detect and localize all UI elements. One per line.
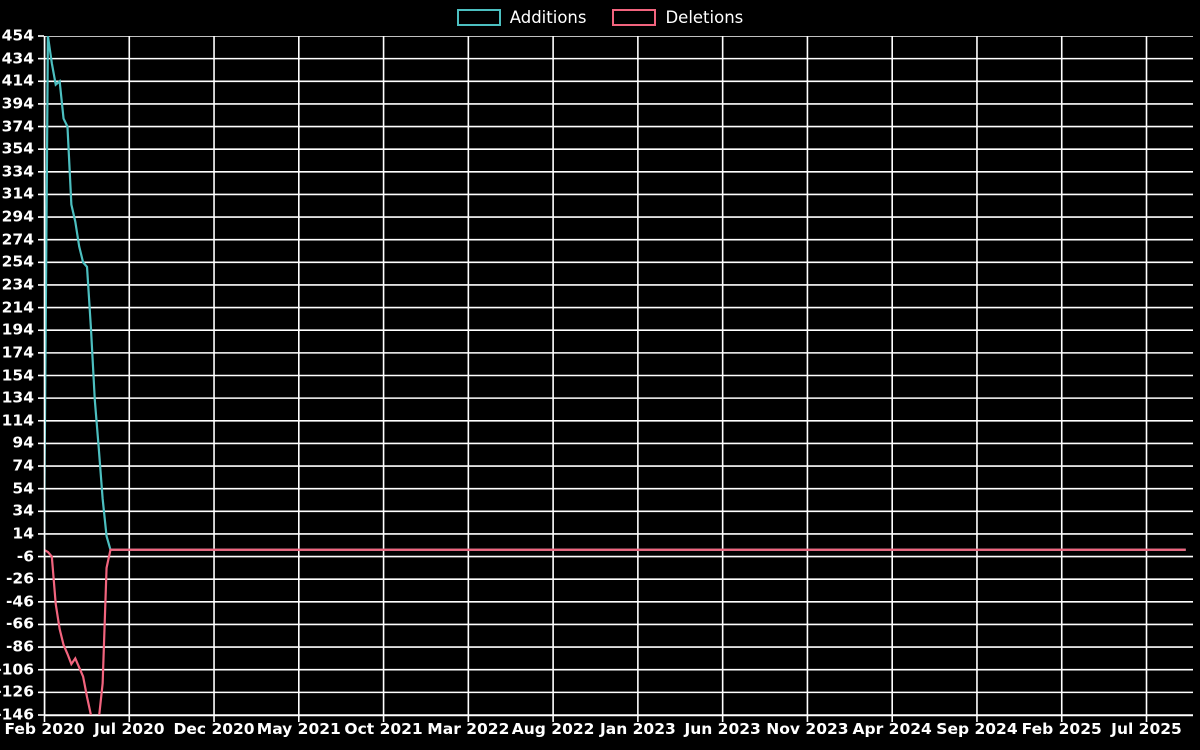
x-tick-label: Sep 2024 (936, 720, 1018, 738)
y-tick-label: 314 (1, 184, 34, 203)
x-tick-label: Apr 2024 (852, 720, 932, 738)
legend-label-additions: Additions (509, 7, 587, 27)
chart-legend: Additions Deletions (0, 0, 1200, 34)
y-tick-label: 254 (1, 252, 34, 271)
y-tick-label: -26 (5, 569, 34, 588)
y-tick-label: -146 (0, 705, 34, 724)
x-axis-tick-labels: Feb 2020 Jul 2020 Dec 2020 May 2021 Oct 2021… (0, 720, 1200, 750)
y-tick-label: 154 (1, 365, 34, 384)
y-tick-label: -86 (5, 637, 34, 656)
x-tick-label: Aug 2022 (511, 720, 595, 738)
x-tick-label: Oct 2021 (344, 720, 423, 738)
y-tick-label: 114 (1, 411, 34, 430)
x-tick-label: Jul 2025 (1111, 720, 1182, 738)
y-tick-label: 54 (12, 478, 34, 497)
x-tick-label: Feb 2025 (1021, 720, 1102, 738)
y-tick-label: -106 (0, 659, 34, 678)
legend-swatch-additions (456, 8, 501, 26)
y-tick-label: 374 (1, 116, 34, 135)
y-tick-label: 174 (1, 343, 34, 362)
y-tick-label: 354 (1, 139, 34, 158)
y-tick-label: 274 (1, 229, 34, 248)
y-tick-label: 134 (1, 388, 34, 407)
x-tick-label: Nov 2023 (766, 720, 849, 738)
y-tick-label: -66 (5, 614, 34, 633)
y-tick-label: -6 (16, 546, 34, 565)
grid-lines (44, 36, 1193, 715)
y-tick-label: 334 (1, 162, 34, 181)
y-tick-label: 234 (1, 275, 34, 294)
y-tick-label: -126 (0, 682, 34, 701)
y-tick-label: -46 (5, 592, 34, 611)
plot-area (44, 36, 1193, 715)
y-tick-label: 394 (1, 94, 34, 113)
legend-swatch-deletions (612, 8, 657, 26)
x-tick-label: Dec 2020 (173, 720, 255, 738)
y-tick-label: 194 (1, 320, 34, 339)
data-series (44, 36, 1186, 715)
y-tick-label: 94 (12, 433, 34, 452)
y-tick-label: 434 (1, 48, 34, 67)
y-tick-label: 294 (1, 207, 34, 226)
legend-label-deletions: Deletions (665, 7, 744, 27)
y-axis-tick-labels: 454 434 414 394 374 354 334 314 294 274 254 234 214 1… (0, 28, 34, 722)
y-tick-label: 454 (1, 26, 34, 45)
legend-entry-deletions[interactable]: Deletions (612, 8, 743, 27)
x-tick-label: Jun 2023 (684, 720, 761, 738)
y-tick-label: 214 (1, 297, 34, 316)
x-tick-label: Jul 2020 (93, 720, 165, 738)
x-tick-label: Feb 2020 (4, 720, 85, 738)
y-tick-label: 34 (12, 501, 34, 520)
y-tick-label: 74 (12, 456, 34, 475)
x-tick-label: Jan 2023 (599, 720, 676, 738)
y-tick-label: 414 (1, 71, 34, 90)
legend-entry-additions[interactable]: Additions (456, 7, 587, 27)
y-tick-label: 14 (12, 524, 34, 543)
x-tick-label: Mar 2022 (427, 720, 510, 738)
x-tick-label: May 2021 (256, 720, 341, 738)
